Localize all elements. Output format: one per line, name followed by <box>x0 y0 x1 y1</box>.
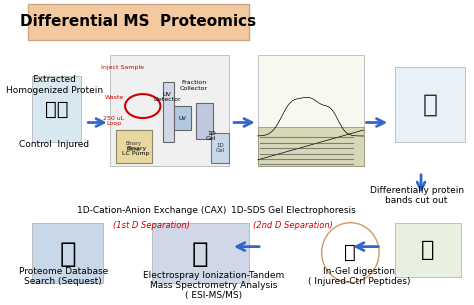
FancyBboxPatch shape <box>28 4 249 40</box>
Text: 🔬: 🔬 <box>192 240 209 268</box>
Text: Fraction
Collector: Fraction Collector <box>180 80 208 91</box>
Text: Waste: Waste <box>104 95 124 100</box>
FancyBboxPatch shape <box>211 133 229 163</box>
FancyBboxPatch shape <box>32 223 103 282</box>
Text: 🧬: 🧬 <box>345 243 356 262</box>
Text: UV
Detector: UV Detector <box>153 92 181 102</box>
Text: 🧩: 🧩 <box>421 240 434 260</box>
Text: 250 uL
Loop: 250 uL Loop <box>103 116 125 126</box>
Text: Binary
Pump: Binary Pump <box>126 141 142 152</box>
Text: Control  Injured: Control Injured <box>19 140 90 149</box>
Text: (2nd D Separation): (2nd D Separation) <box>253 221 333 230</box>
Text: Inject Sample: Inject Sample <box>101 65 145 70</box>
FancyBboxPatch shape <box>116 130 152 163</box>
Text: 1D-SDS Gel Electrophoresis: 1D-SDS Gel Electrophoresis <box>230 206 356 215</box>
Text: Extracted
Homogenized Protein: Extracted Homogenized Protein <box>6 75 103 95</box>
FancyBboxPatch shape <box>196 103 213 139</box>
Text: Proteome Database
Search (Sequest): Proteome Database Search (Sequest) <box>18 267 108 286</box>
Text: 1D-Cation-Anion Exchange (CAX): 1D-Cation-Anion Exchange (CAX) <box>77 206 226 215</box>
FancyBboxPatch shape <box>257 55 364 166</box>
FancyBboxPatch shape <box>163 82 173 142</box>
Text: 🧪🧪: 🧪🧪 <box>45 99 68 119</box>
FancyBboxPatch shape <box>394 67 465 142</box>
FancyBboxPatch shape <box>109 55 229 166</box>
Text: UV: UV <box>179 116 186 120</box>
Text: Electrospray Ionization-Tandem
Mass Spectrometry Analysis
( ESI-MS/MS): Electrospray Ionization-Tandem Mass Spec… <box>143 271 284 300</box>
FancyBboxPatch shape <box>394 223 461 277</box>
FancyBboxPatch shape <box>152 223 249 282</box>
Text: 💉: 💉 <box>422 92 438 117</box>
Text: 🖥: 🖥 <box>59 240 76 268</box>
Text: 1D
Gel: 1D Gel <box>216 142 225 153</box>
FancyBboxPatch shape <box>32 76 81 142</box>
FancyBboxPatch shape <box>257 127 364 166</box>
Text: Differentially protein
bands cut out: Differentially protein bands cut out <box>370 186 464 206</box>
FancyBboxPatch shape <box>173 106 191 130</box>
Text: 1D
Gel: 1D Gel <box>206 131 217 142</box>
Text: Binary
LC Pump: Binary LC Pump <box>122 145 150 156</box>
Text: (1st D Separation): (1st D Separation) <box>113 221 190 230</box>
Text: In-Gel digestion
( Injured-Ctrl Peptides): In-Gel digestion ( Injured-Ctrl Peptides… <box>308 267 410 286</box>
Text: Differential MS  Proteomics: Differential MS Proteomics <box>20 14 256 29</box>
